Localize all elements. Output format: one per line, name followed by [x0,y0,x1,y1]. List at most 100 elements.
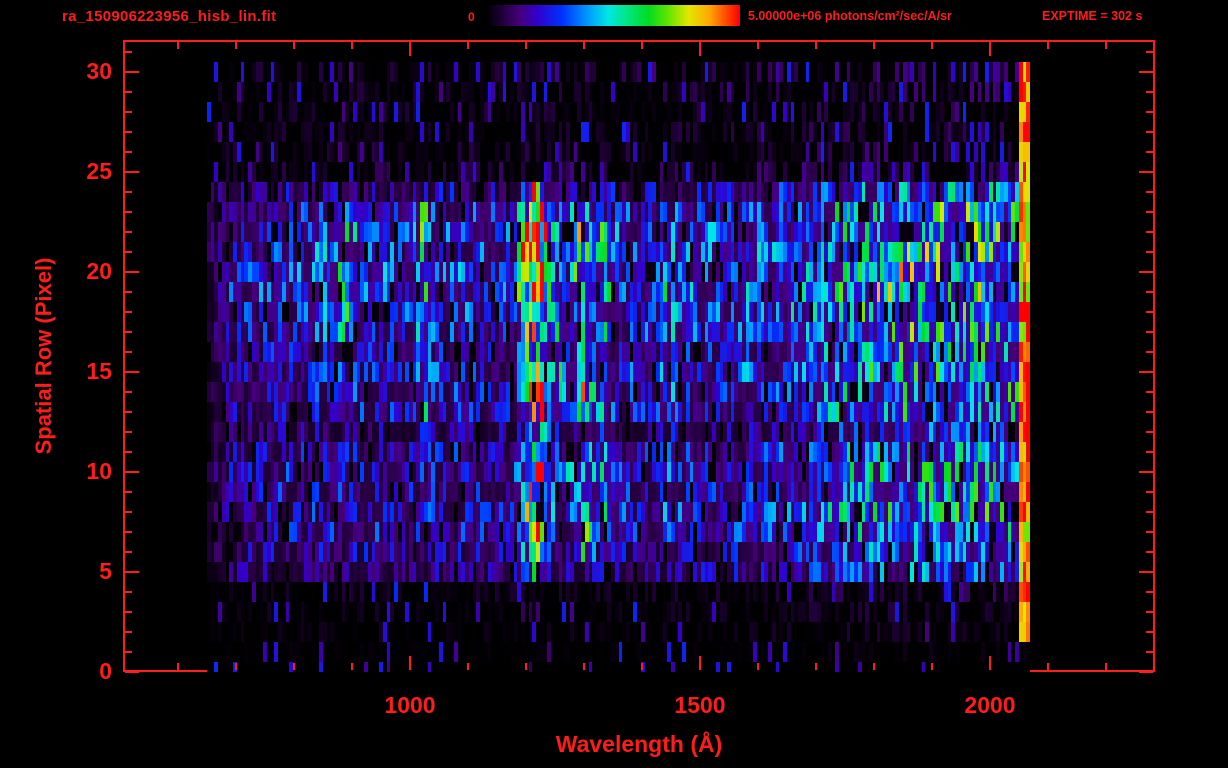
colorbar-gradient [486,5,740,26]
y-tick-label: 25 [86,158,112,184]
tick-mark [583,42,585,49]
tick-mark [1146,531,1153,533]
tick-mark [1146,591,1153,593]
tick-mark [1146,251,1153,253]
tick-mark [125,671,139,673]
tick-mark [1047,663,1049,670]
tick-mark [125,311,132,313]
tick-mark [757,42,759,49]
tick-mark [467,663,469,670]
tick-mark [125,431,132,433]
tick-mark [1139,271,1153,273]
tick-mark [1146,551,1153,553]
colorbar-min-label: 0 [468,10,475,24]
tick-mark [1146,411,1153,413]
tick-mark [1146,451,1153,453]
tick-mark [1146,111,1153,113]
tick-mark [1139,171,1153,173]
spectral-heatmap [207,62,1030,672]
tick-mark [1139,71,1153,73]
tick-mark [1146,351,1153,353]
tick-mark [757,663,759,670]
tick-mark [125,331,132,333]
tick-mark [125,451,132,453]
x-tick-label: 2000 [964,692,1016,718]
tick-mark [125,191,132,193]
tick-mark [125,391,132,393]
tick-mark [525,42,527,49]
tick-mark [815,42,817,49]
tick-mark [125,491,132,493]
tick-mark [125,571,139,573]
tick-mark [1146,491,1153,493]
tick-mark [125,611,132,613]
tick-mark [125,171,139,173]
tick-mark [125,291,132,293]
tick-mark [351,663,353,670]
tick-mark [125,251,132,253]
tick-mark [1146,191,1153,193]
tick-mark [351,42,353,49]
tick-mark [1146,331,1153,333]
y-tick-label: 15 [86,358,112,384]
tick-mark [1146,631,1153,633]
x-tick-label: 1500 [674,692,726,718]
tick-mark [1047,42,1049,49]
tick-mark [1146,611,1153,613]
tick-mark [177,663,179,670]
tick-mark [1105,663,1107,670]
tick-mark [293,42,295,49]
tick-mark [125,151,132,153]
tick-mark [525,663,527,670]
tick-mark [125,71,139,73]
tick-mark [989,42,991,56]
tick-mark [125,511,132,513]
tick-mark [467,42,469,49]
tick-mark [699,656,701,670]
tick-mark [1139,571,1153,573]
tick-mark [1105,42,1107,49]
tick-mark [409,656,411,670]
tick-mark [125,51,132,53]
tick-mark [125,631,132,633]
tick-mark [125,91,132,93]
tick-mark [873,42,875,49]
tick-mark [873,663,875,670]
exptime-label: EXPTIME = 302 s [1042,9,1143,23]
tick-mark [125,651,132,653]
tick-mark [1146,511,1153,513]
tick-mark [1139,471,1153,473]
y-tick-label: 20 [86,258,112,284]
tick-mark [931,42,933,49]
tick-mark [1139,371,1153,373]
tick-mark [235,663,237,670]
tick-mark [293,663,295,670]
tick-mark [583,663,585,670]
tick-mark [1139,671,1153,673]
tick-mark [931,663,933,670]
tick-mark [125,371,139,373]
y-tick-label: 30 [86,58,112,84]
x-tick-label: 1000 [384,692,436,718]
tick-mark [1146,211,1153,213]
tick-mark [125,551,132,553]
tick-mark [641,663,643,670]
tick-mark [815,663,817,670]
tick-mark [1146,131,1153,133]
tick-mark [989,656,991,670]
tick-mark [125,591,132,593]
tick-mark [125,411,132,413]
y-tick-label: 10 [86,458,112,484]
tick-mark [1146,391,1153,393]
y-tick-label: 5 [99,558,112,584]
tick-mark [177,42,179,49]
tick-mark [1146,231,1153,233]
tick-mark [235,42,237,49]
tick-mark [125,231,132,233]
tick-mark [125,351,132,353]
x-axis-title: Wavelength (Å) [555,731,723,757]
tick-mark [125,471,139,473]
tick-mark [641,42,643,49]
tick-mark [125,211,132,213]
